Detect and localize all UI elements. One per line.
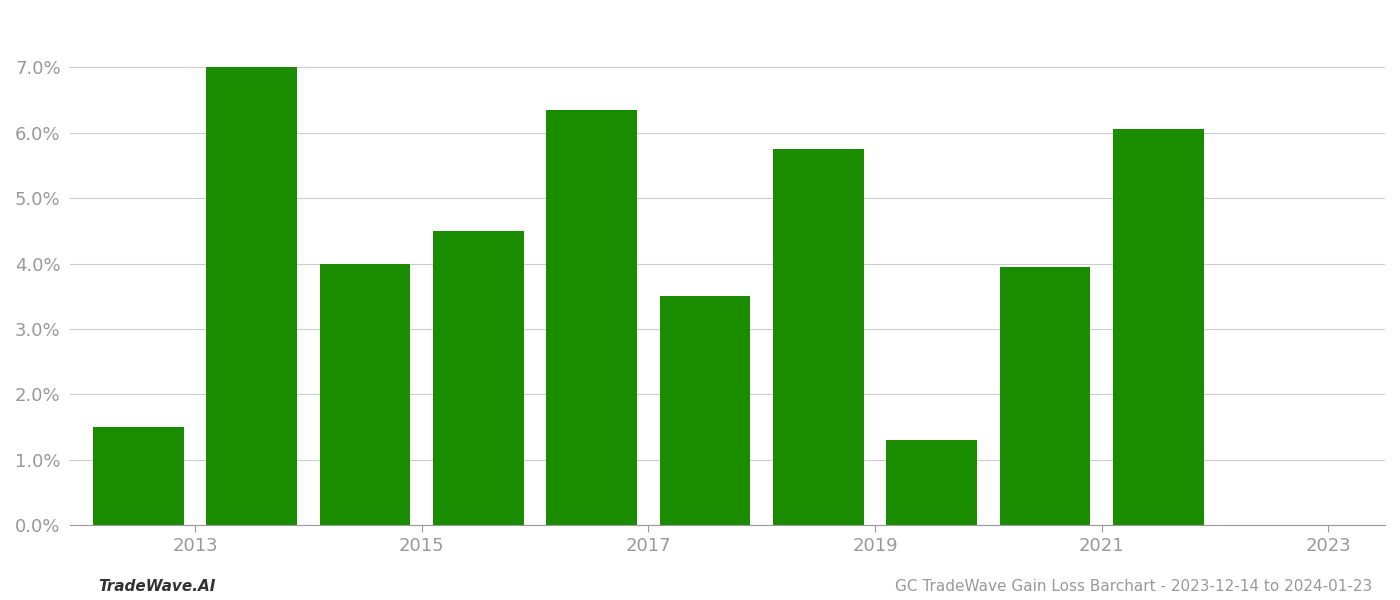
Bar xyxy=(1113,130,1204,525)
Bar xyxy=(433,231,524,525)
Text: GC TradeWave Gain Loss Barchart - 2023-12-14 to 2024-01-23: GC TradeWave Gain Loss Barchart - 2023-1… xyxy=(895,579,1372,594)
Bar xyxy=(886,440,977,525)
Bar xyxy=(92,427,183,525)
Text: TradeWave.AI: TradeWave.AI xyxy=(98,579,216,594)
Bar xyxy=(773,149,864,525)
Bar xyxy=(546,110,637,525)
Bar xyxy=(206,67,297,525)
Bar xyxy=(1000,267,1091,525)
Bar xyxy=(319,263,410,525)
Bar xyxy=(659,296,750,525)
